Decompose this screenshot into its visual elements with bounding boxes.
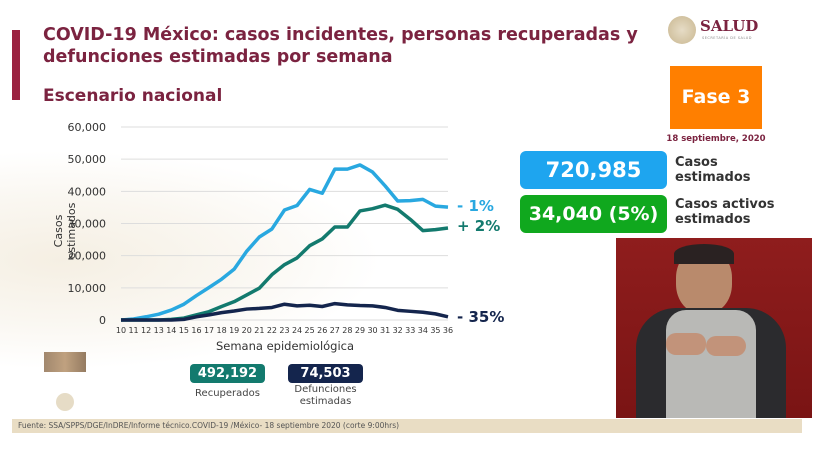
y-tick-label: 30,000 xyxy=(68,218,107,231)
estimated-cases-box: 720,985 xyxy=(520,151,667,189)
series-line-casos xyxy=(120,163,449,322)
x-tick-label: 24 xyxy=(292,326,302,335)
interpreter-vest xyxy=(666,310,756,418)
x-tick-label: 36 xyxy=(443,326,453,335)
x-tick-label: 23 xyxy=(279,326,289,335)
x-tick-label: 33 xyxy=(405,326,415,335)
y-tick-label: 50,000 xyxy=(68,153,107,166)
seal-icon xyxy=(56,393,74,411)
heroes-illustration xyxy=(44,352,86,372)
interpreter-hands xyxy=(706,336,746,356)
x-tick-label: 15 xyxy=(179,326,189,335)
x-tick-label: 29 xyxy=(355,326,365,335)
sign-language-interpreter-video xyxy=(616,238,812,418)
x-tick-label: 14 xyxy=(166,326,176,335)
interpreter-hands xyxy=(666,333,706,355)
label-line: Casos xyxy=(675,155,718,170)
report-date: 18 septiembre, 2020 xyxy=(666,134,766,144)
x-tick-label: 26 xyxy=(317,326,327,335)
salud-logo: SALUD SECRETARÍA DE SALUD xyxy=(668,16,768,48)
change-label-defunciones: - 35% xyxy=(457,308,504,326)
deaths-total-box: 74,503 xyxy=(288,364,363,383)
x-tick-label: 13 xyxy=(154,326,164,335)
x-tick-label: 27 xyxy=(330,326,340,335)
logo-subtext: SECRETARÍA DE SALUD xyxy=(702,36,752,40)
x-tick-label: 16 xyxy=(191,326,201,335)
x-tick-label: 35 xyxy=(430,326,440,335)
label-line: estimados xyxy=(675,212,751,227)
x-tick-label: 11 xyxy=(128,326,138,335)
x-tick-label: 17 xyxy=(204,326,214,335)
y-tick-label: 0 xyxy=(99,314,106,327)
recovered-label: Recuperados xyxy=(195,388,260,399)
x-tick-label: 28 xyxy=(342,326,352,335)
x-tick-label: 20 xyxy=(242,326,252,335)
x-tick-label: 12 xyxy=(141,326,151,335)
y-tick-label: 60,000 xyxy=(68,121,107,134)
interpreter-hair xyxy=(674,244,734,264)
title-accent-bar xyxy=(12,30,20,100)
x-axis-title: Semana epidemiológica xyxy=(215,339,355,353)
label-line: estimadas xyxy=(299,396,352,407)
x-tick-label: 19 xyxy=(229,326,239,335)
label-line: Casos activos xyxy=(675,197,775,212)
x-tick-label: 21 xyxy=(254,326,264,335)
active-cases-box: 34,040 (5%) xyxy=(520,195,667,233)
change-label-casos: - 1% xyxy=(457,197,494,215)
y-tick-label: 20,000 xyxy=(68,250,107,263)
x-tick-label: 31 xyxy=(380,326,390,335)
deaths-label: Defunciones estimadas xyxy=(278,384,373,408)
title-line-2: defunciones estimadas por semana xyxy=(43,47,393,67)
recovered-total-box: 492,192 xyxy=(190,364,265,383)
x-tick-label: 32 xyxy=(393,326,403,335)
x-tick-label: 30 xyxy=(367,326,377,335)
x-tick-label: 10 xyxy=(116,326,126,335)
active-cases-label: Casos activos estimados xyxy=(675,197,775,227)
change-label-recuperados: + 2% xyxy=(457,217,500,235)
title-line-1: COVID-19 México: casos incidentes, perso… xyxy=(43,25,638,45)
label-line: estimados xyxy=(675,170,751,185)
slide-subtitle: Escenario nacional xyxy=(43,86,223,106)
coat-of-arms-icon xyxy=(668,16,696,44)
source-footer: Fuente: SSA/SPPS/DGE/InDRE/Informe técni… xyxy=(12,419,802,433)
y-axis-title: Casos estimados xyxy=(52,202,78,260)
label-line: Defunciones xyxy=(294,384,357,395)
phase-badge: Fase 3 xyxy=(670,66,762,129)
x-tick-label: 25 xyxy=(305,326,315,335)
y-tick-label: 40,000 xyxy=(68,185,107,198)
slide-title: COVID-19 México: casos incidentes, perso… xyxy=(43,24,638,68)
x-tick-label: 34 xyxy=(418,326,428,335)
logo-text: SALUD xyxy=(700,17,759,35)
estimated-cases-label: Casos estimados xyxy=(675,155,751,185)
x-tick-label: 22 xyxy=(267,326,277,335)
y-tick-label: 10,000 xyxy=(68,282,107,295)
x-tick-label: 18 xyxy=(217,326,227,335)
